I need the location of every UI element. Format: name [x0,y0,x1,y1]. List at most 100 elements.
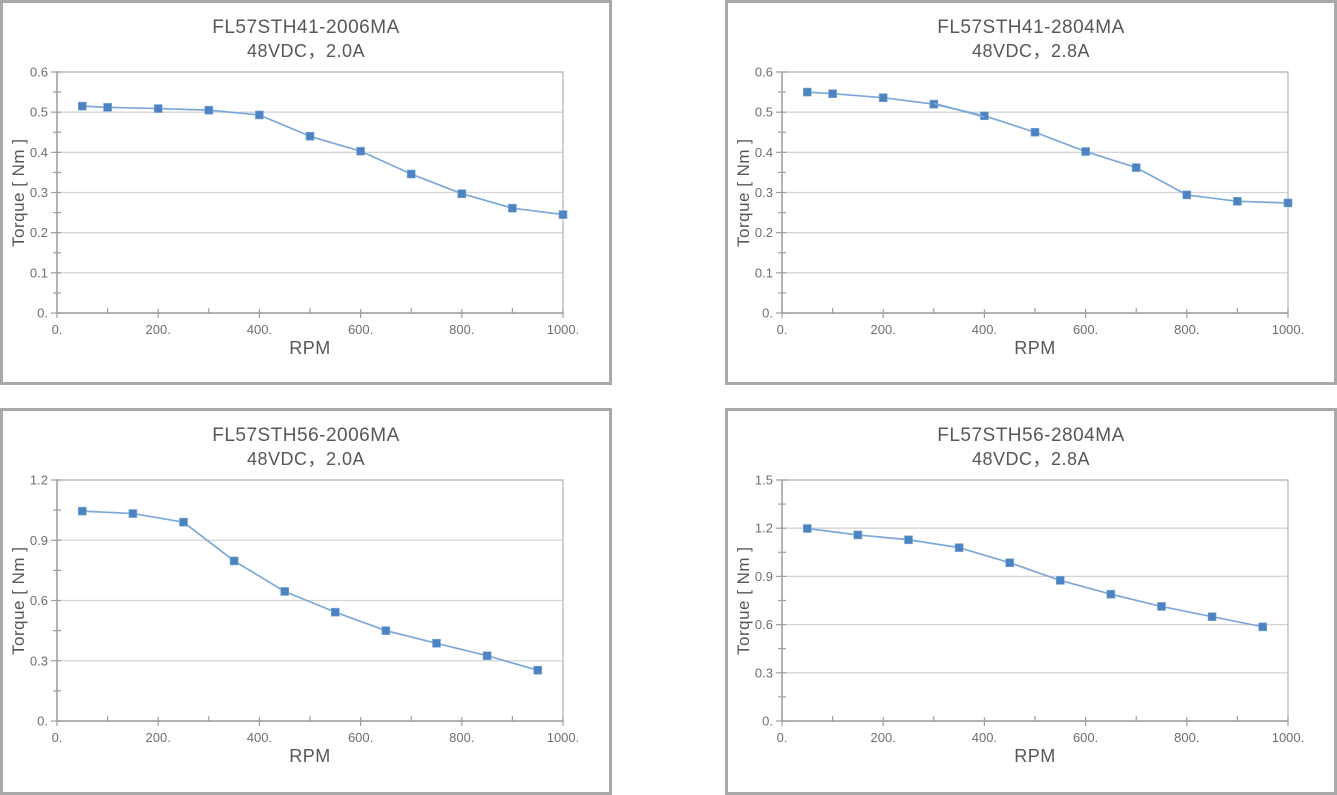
x-axis-title: RPM [289,338,331,358]
ticks [51,71,564,318]
ticks [776,479,1289,726]
chart-title: FL57STH56-2006MA [212,425,400,446]
y-tick-label: 0.3 [30,185,48,200]
data-point-marker [1182,190,1192,200]
data-point-marker [406,169,416,179]
series-torque-curve [78,101,568,219]
y-tick-label: 0.5 [30,105,48,120]
x-tick-label: 200. [871,730,896,745]
x-tick-label: 0. [777,322,788,337]
tick-labels: 0. 200. 400. 600. 800. 1000. 0. 0.1 0.2 0.3 0.4 0.5… [30,65,579,338]
y-tick-label: 0.2 [30,225,48,240]
x-tick-label: 600. [1073,730,1098,745]
data-point-marker [179,517,188,527]
x-tick-label: 1000. [1272,730,1305,745]
x-tick-label: 400. [972,730,997,745]
data-point-marker [1283,198,1293,208]
tick-labels: 0. 200. 400. 600. 800. 1000. 0. 0.3 0.6 0.9 1.2 [30,473,579,746]
x-tick-label: 200. [146,322,171,337]
data-point-marker [482,651,492,661]
gridlines [782,479,1288,674]
data-point-marker [1106,589,1116,599]
series-line [933,102,985,118]
data-point-marker [1157,602,1166,611]
chart-subtitle: 48VDC，2.0A [246,449,366,469]
data-point-marker [533,665,543,675]
chart-area: FL57STH41-2804MA 48VDC，2.8A Torque [ Nm … [728,3,1334,382]
data-point-marker [153,104,163,113]
data-point-marker [255,110,264,120]
data-point-marker [78,101,87,111]
data-point-marker [103,103,112,112]
data-point-marker [954,543,964,552]
data-point-marker [330,607,340,617]
plot-border [781,479,1289,722]
y-tick-label: 0. [762,306,773,321]
chart-subtitle: 48VDC，2.8A [971,449,1091,469]
y-tick-label: 1.5 [755,473,773,488]
torque-rpm-plot: 0. 200. 400. 600. 800. 1000. 0. 0.1 0.2 0.3 0.4 0.5… [755,65,1304,338]
series-line [807,527,1263,628]
data-point-marker [305,131,315,141]
data-point-marker [1258,622,1268,632]
y-tick-label: 0.4 [30,145,48,160]
chart-panel-fl57sth56-2804ma: FL57STH56-2804MA 48VDC，2.8A Torque [ Nm … [725,408,1337,795]
data-point-marker [381,626,391,635]
chart-area: FL57STH56-2006MA 48VDC，2.0A Torque [ Nm … [3,411,609,790]
x-axis-title: RPM [1014,746,1056,766]
x-tick-label: 400. [247,322,272,337]
tick-labels: 0. 200. 400. 600. 800. 1000. 0. 0.1 0.2 0.3 0.4 0.5… [755,65,1304,338]
x-tick-label: 600. [348,730,373,745]
data-point-marker [1005,558,1015,568]
y-tick-label: 0. [37,714,48,729]
chart-subtitle: 48VDC，2.0A [246,41,366,61]
data-point-marker [1055,576,1065,585]
x-tick-label: 0. [777,730,788,745]
chart-panel-fl57sth41-2804ma: FL57STH41-2804MA 48VDC，2.8A Torque [ Nm … [725,0,1337,385]
y-tick-label: 0.1 [755,265,773,280]
data-point-marker [280,587,290,596]
y-tick-label: 0.3 [755,665,773,680]
chart-area: FL57STH56-2804MA 48VDC，2.8A Torque [ Nm … [728,411,1334,790]
y-tick-label: 0.1 [30,265,48,280]
chart-area: FL57STH41-2006MA 48VDC，2.0A Torque [ Nm … [3,3,609,382]
data-point-marker [432,638,441,648]
data-point-marker [508,203,517,213]
y-tick-label: 0.3 [755,185,773,200]
y-tick-label: 0.5 [755,105,773,120]
chart-title: FL57STH41-2804MA [937,17,1125,38]
data-point-marker [853,530,863,540]
x-axis-title: RPM [1014,338,1056,358]
chart-title: FL57STH41-2006MA [212,17,400,38]
series-line [82,510,538,672]
series-line [82,105,564,216]
y-tick-label: 0.6 [755,617,773,632]
x-tick-label: 600. [348,322,373,337]
torque-rpm-plot: 0. 200. 400. 600. 800. 1000. 0. 0.1 0.2 0.3 0.4 0.5… [30,65,579,338]
x-tick-label: 1000. [547,322,580,337]
y-tick-label: 0.2 [755,225,773,240]
y-tick-label: 0.4 [755,145,773,160]
chart-panel-fl57sth41-2006ma: FL57STH41-2006MA 48VDC，2.0A Torque [ Nm … [0,0,612,385]
x-tick-label: 800. [449,730,474,745]
series-line [807,91,1289,204]
data-point-marker [878,93,888,103]
x-tick-label: 200. [871,322,896,337]
x-tick-label: 200. [146,730,171,745]
chart-title: FL57STH56-2804MA [937,425,1125,446]
data-point-marker [204,105,214,115]
chart-subtitle: 48VDC，2.8A [971,41,1091,61]
x-tick-label: 400. [972,322,997,337]
data-point-marker [828,89,837,98]
data-point-marker [78,506,87,516]
series-overlap-segment [933,102,985,118]
x-tick-label: 600. [1073,322,1098,337]
x-tick-label: 0. [52,322,63,337]
y-tick-label: 0.3 [30,653,48,668]
series-torque-curve [803,87,1293,208]
chart-panel-fl57sth56-2006ma: FL57STH56-2006MA 48VDC，2.0A Torque [ Nm … [0,408,612,795]
x-tick-label: 400. [247,730,272,745]
y-tick-label: 0. [762,714,773,729]
y-tick-label: 0.6 [755,65,773,80]
x-tick-label: 800. [1174,730,1199,745]
